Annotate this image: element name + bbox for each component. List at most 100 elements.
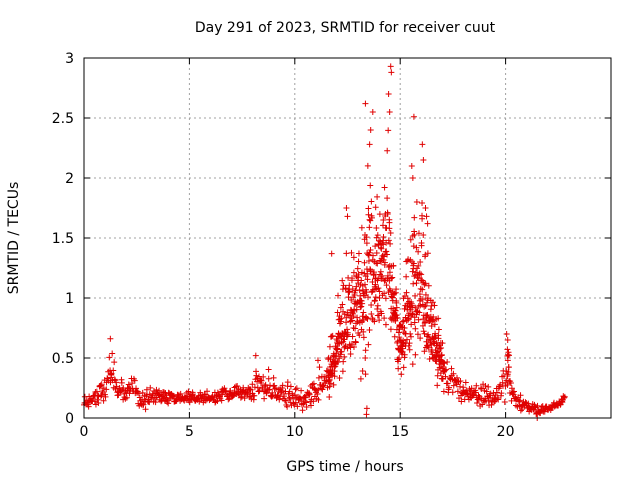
data-point xyxy=(272,385,279,392)
data-point xyxy=(430,317,437,324)
data-point xyxy=(395,365,402,372)
data-point xyxy=(401,351,408,358)
data-point xyxy=(341,336,348,343)
data-point xyxy=(189,391,196,398)
data-point xyxy=(367,127,374,133)
data-point xyxy=(388,69,395,76)
data-point xyxy=(382,211,389,217)
x-axis-label: GPS time / hours xyxy=(286,459,403,475)
data-point xyxy=(415,262,422,269)
data-point xyxy=(363,240,370,247)
data-point xyxy=(379,222,386,229)
data-point xyxy=(438,344,445,351)
data-point xyxy=(376,317,383,324)
data-point xyxy=(98,381,105,388)
data-point xyxy=(361,292,368,299)
y-tick-label: 1 xyxy=(65,291,74,307)
data-point xyxy=(364,162,371,169)
data-point xyxy=(352,287,359,294)
data-point xyxy=(358,224,365,231)
data-point xyxy=(413,244,420,251)
data-point xyxy=(473,382,480,389)
data-point xyxy=(398,371,405,378)
data-point xyxy=(365,294,372,301)
data-point xyxy=(299,407,306,414)
data-point xyxy=(411,231,418,238)
data-point xyxy=(219,391,226,398)
data-point xyxy=(365,211,372,218)
data-point xyxy=(364,315,371,322)
data-point xyxy=(361,281,368,288)
data-point xyxy=(394,314,401,321)
y-tick-label: 0 xyxy=(65,411,74,427)
data-point xyxy=(401,325,408,332)
data-point xyxy=(408,321,415,328)
data-point xyxy=(358,297,365,304)
data-point xyxy=(377,268,384,275)
data-point xyxy=(399,318,406,325)
data-point xyxy=(351,307,358,314)
data-point xyxy=(494,395,501,402)
data-point xyxy=(365,341,372,348)
data-point xyxy=(367,247,374,254)
data-point xyxy=(152,399,159,406)
data-point xyxy=(296,394,303,401)
data-point xyxy=(97,382,104,389)
data-point xyxy=(432,330,439,337)
data-point xyxy=(381,184,388,191)
data-point xyxy=(329,332,336,339)
data-point xyxy=(247,386,254,393)
data-point xyxy=(395,358,402,365)
data-point xyxy=(346,282,353,289)
data-point xyxy=(223,388,230,395)
data-point xyxy=(400,364,407,371)
data-point xyxy=(367,182,374,189)
data-point xyxy=(109,350,116,357)
data-point xyxy=(420,232,427,239)
data-point xyxy=(419,200,426,207)
data-point xyxy=(328,250,335,257)
data-point xyxy=(282,397,289,404)
y-axis-label: SRMTID / TECUs xyxy=(6,182,22,295)
data-point xyxy=(392,317,399,324)
data-point xyxy=(355,274,362,281)
data-point xyxy=(262,381,269,388)
data-point xyxy=(421,281,428,288)
data-point xyxy=(359,313,366,320)
data-point xyxy=(389,274,396,281)
data-point xyxy=(381,290,388,297)
data-point xyxy=(365,205,372,212)
data-point xyxy=(352,339,359,346)
data-point xyxy=(388,275,395,282)
data-point xyxy=(475,392,482,399)
x-tick-label: 10 xyxy=(286,424,304,440)
data-point xyxy=(411,273,418,280)
data-point xyxy=(418,271,425,278)
data-point xyxy=(413,199,420,206)
data-point xyxy=(362,355,369,362)
data-point xyxy=(306,391,313,398)
data-point xyxy=(561,394,568,401)
data-point xyxy=(423,299,430,306)
data-point xyxy=(339,368,346,375)
data-point xyxy=(453,374,460,381)
data-point xyxy=(347,351,354,358)
data-point xyxy=(352,325,359,332)
data-point xyxy=(458,398,465,405)
data-point xyxy=(439,340,446,347)
data-point xyxy=(362,347,369,354)
data-point xyxy=(369,279,376,286)
data-point xyxy=(147,384,154,391)
data-point xyxy=(505,352,512,359)
data-point xyxy=(133,385,140,392)
data-point xyxy=(352,301,359,307)
data-point xyxy=(422,280,429,287)
data-point xyxy=(415,316,422,323)
data-point xyxy=(425,344,432,351)
data-point xyxy=(369,109,376,115)
data-point xyxy=(381,315,388,322)
data-point xyxy=(390,262,397,269)
data-point xyxy=(438,351,445,358)
data-point xyxy=(428,322,435,329)
